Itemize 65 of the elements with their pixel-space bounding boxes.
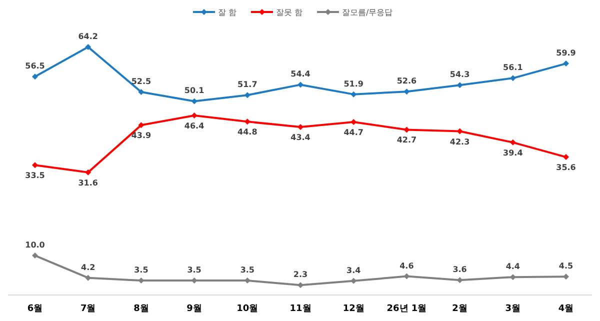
point [85, 169, 92, 176]
data-label: 4.2 [81, 262, 96, 272]
x-tick-label: 6월 [27, 304, 43, 314]
data-label: 4.4 [506, 262, 520, 272]
x-tick-label: 11월 [290, 304, 312, 314]
point [138, 89, 144, 96]
data-label: 2.3 [293, 270, 308, 280]
x-tick-label: 26년 1월 [386, 304, 427, 314]
point [298, 124, 304, 130]
point [244, 118, 250, 125]
x-tick-label: 7월 [80, 304, 96, 314]
data-label: 56.1 [503, 63, 524, 72]
legend-label: 잘모름/무응답 [342, 8, 393, 17]
data-label: 4.5 [558, 262, 574, 271]
data-label: 46.4 [184, 121, 205, 130]
data-label: 3.4 [346, 266, 362, 275]
data-label: 10.0 [25, 240, 46, 250]
data-label: 64.2 [78, 32, 98, 41]
data-label: 44.8 [238, 128, 258, 137]
data-label: 44.7 [344, 128, 364, 138]
data-label: 31.6 [78, 178, 98, 188]
x-tick-label: 3월 [505, 304, 521, 314]
data-label: 43.4 [290, 133, 311, 142]
data-label: 3.6 [452, 265, 468, 274]
point [85, 44, 92, 50]
point [510, 139, 516, 146]
x-tick-label: 4월 [558, 304, 574, 314]
data-label: 42.3 [450, 137, 470, 146]
point [32, 162, 38, 168]
data-label: 54.4 [290, 70, 311, 79]
point [298, 82, 304, 88]
x-tick-label: 10월 [236, 304, 258, 314]
data-label: 52.6 [396, 76, 417, 86]
point [563, 60, 569, 67]
data-label: 33.5 [25, 171, 46, 180]
point [138, 122, 144, 128]
point [32, 74, 38, 80]
data-label: 3.5 [187, 266, 202, 275]
point [191, 112, 198, 118]
legend-label: 잘 함 [218, 8, 237, 17]
data-label: 52.5 [131, 77, 152, 86]
data-label: 51.7 [238, 80, 258, 90]
data-label: 43.9 [131, 131, 152, 140]
point [563, 274, 569, 280]
point [32, 252, 38, 259]
data-label: 3.5 [240, 266, 255, 275]
data-label: 50.1 [184, 86, 205, 96]
x-tick-label: 9월 [186, 304, 202, 314]
x-tick-label: 8월 [134, 304, 149, 314]
point [563, 154, 569, 160]
data-label: 4.6 [400, 261, 414, 270]
x-tick-label: 12월 [342, 304, 364, 314]
x-tick-label: 2월 [452, 304, 468, 314]
point [191, 98, 198, 104]
data-label: 59.9 [556, 48, 576, 58]
data-label: 42.7 [396, 136, 417, 145]
data-label: 54.3 [450, 70, 470, 80]
point [404, 88, 410, 95]
point [298, 282, 304, 288]
data-label: 35.6 [556, 163, 576, 172]
legend-label: 잘못 함 [276, 8, 303, 17]
data-label: 51.9 [344, 79, 364, 88]
data-label: 56.5 [25, 62, 46, 71]
data-label: 3.5 [134, 266, 149, 275]
data-label: 39.4 [503, 148, 524, 158]
